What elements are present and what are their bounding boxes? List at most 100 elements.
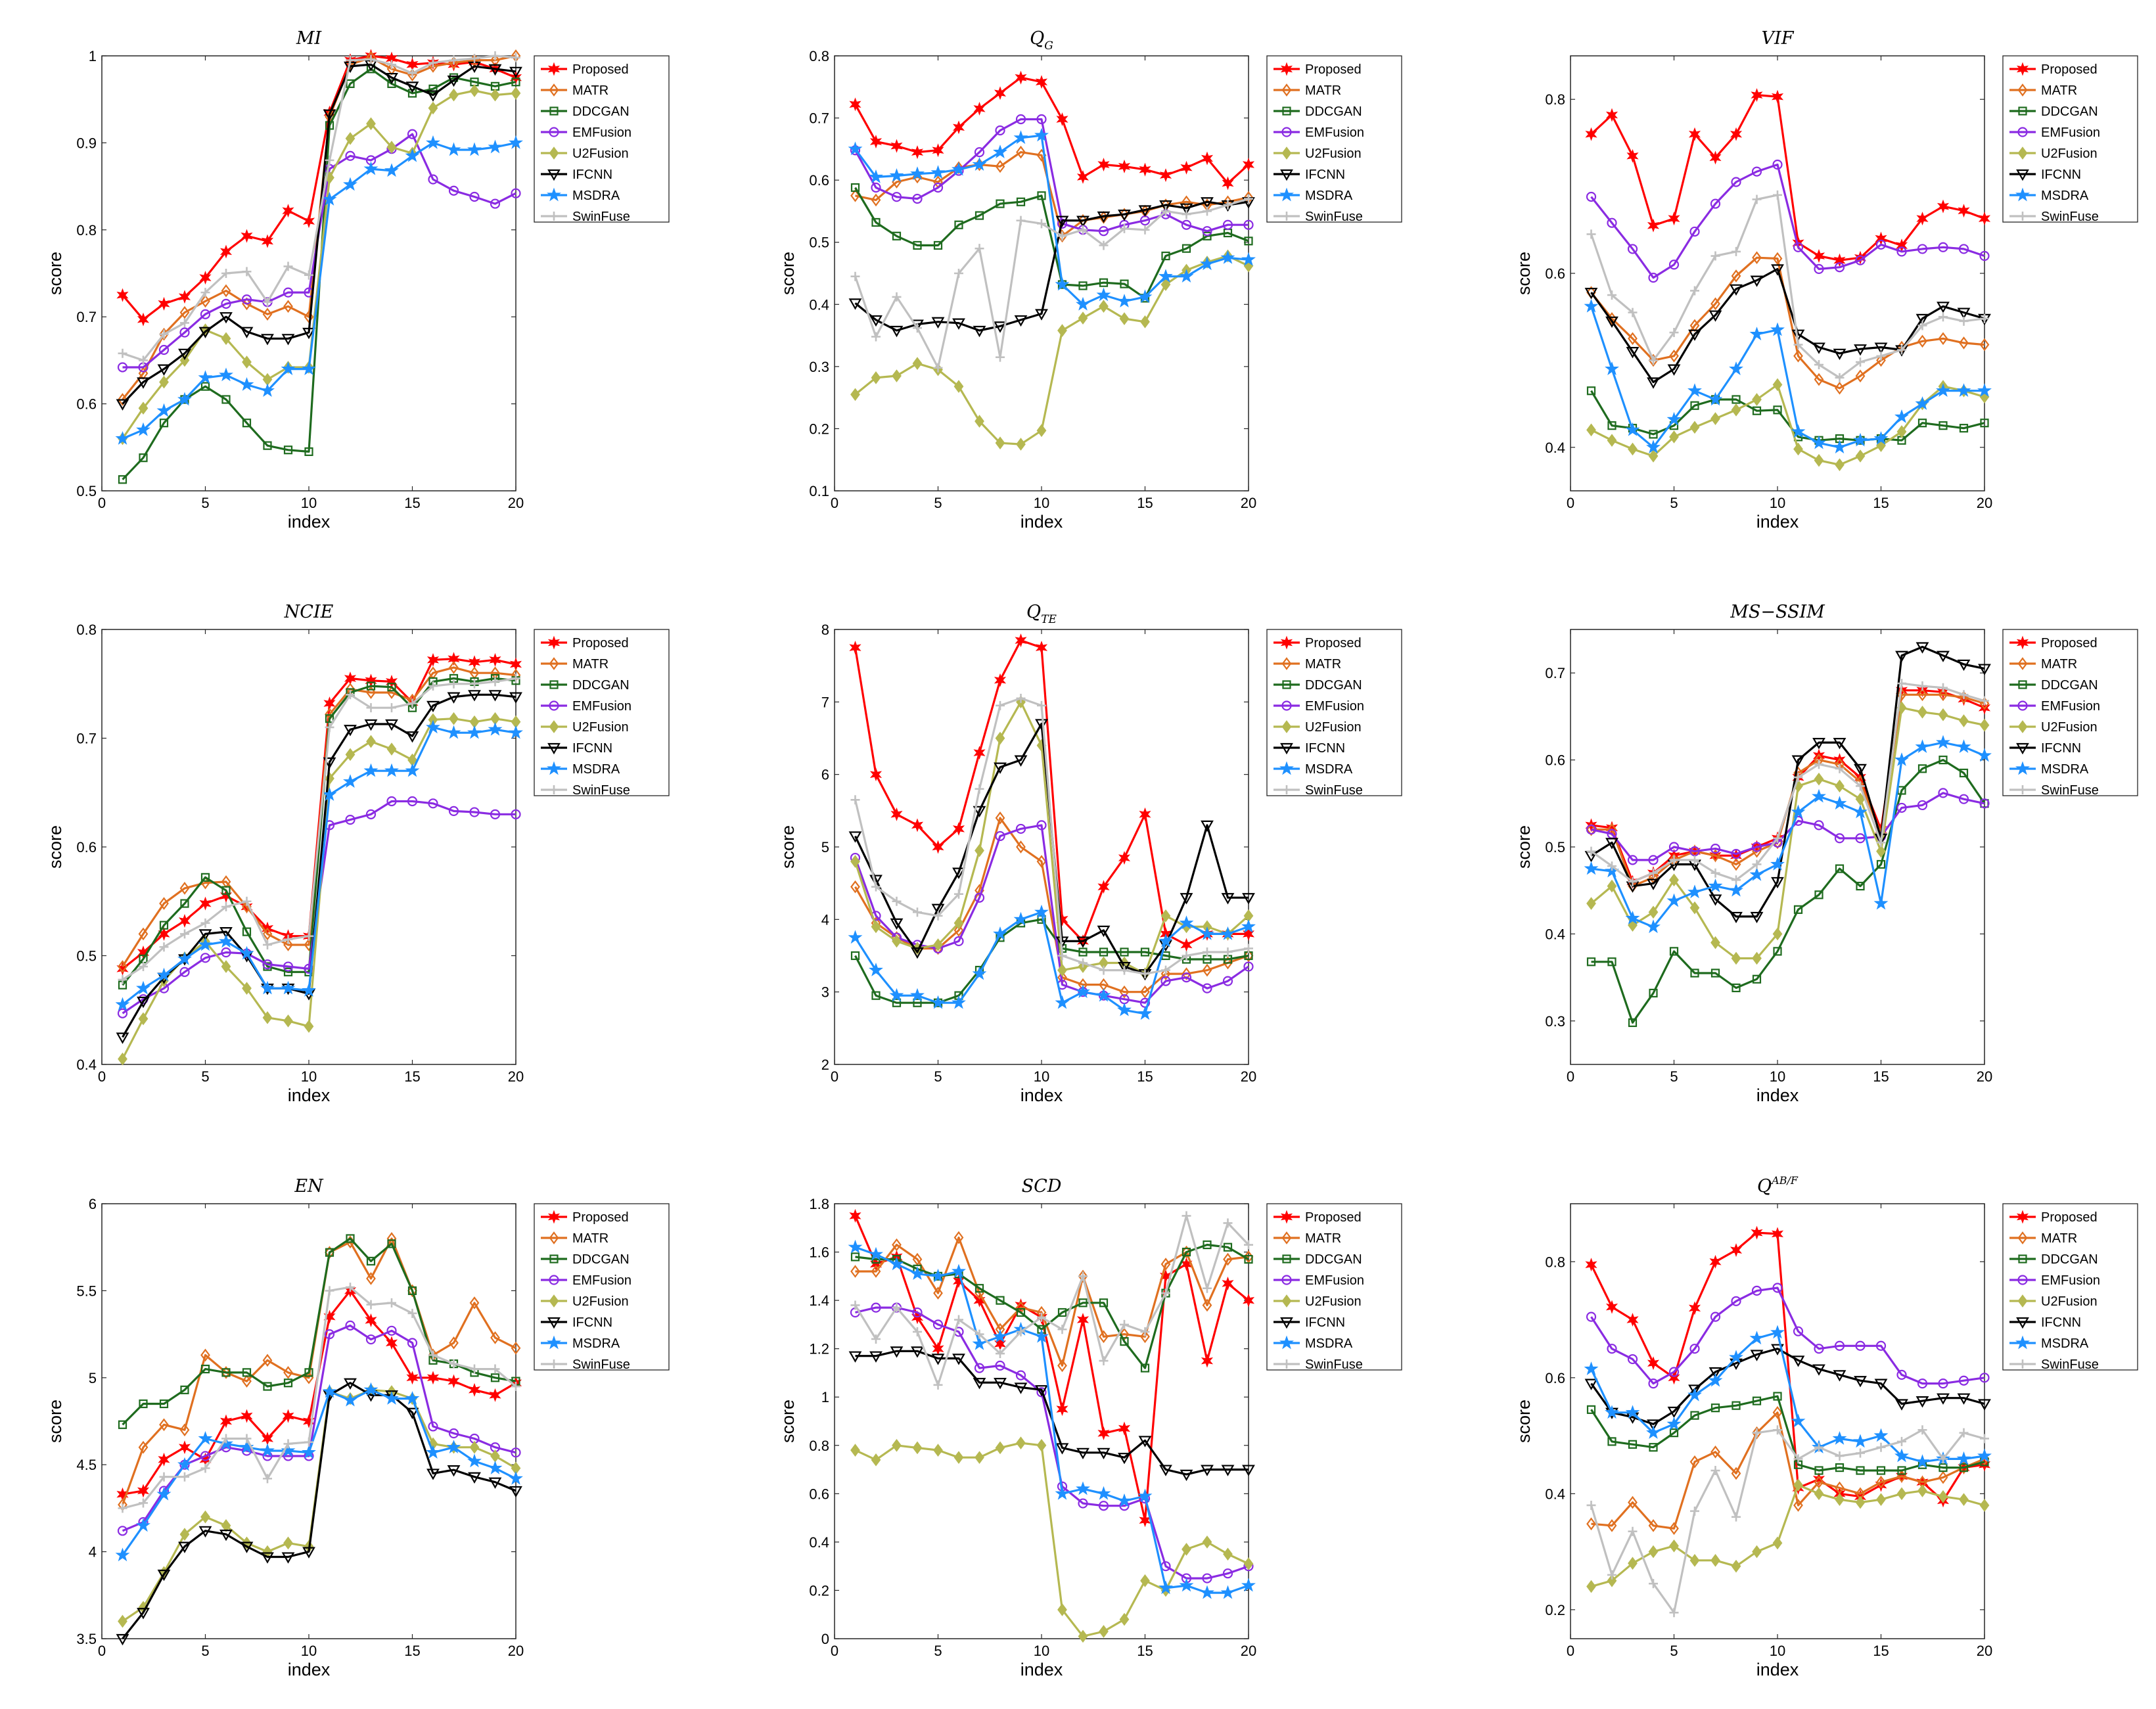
data-point: [366, 703, 376, 713]
data-point: [1749, 1331, 1764, 1345]
data-point: [996, 1296, 1005, 1305]
data-point: [1649, 988, 1658, 998]
data-point: [283, 1366, 293, 1379]
data-point: [1937, 650, 1950, 662]
data-point: [871, 882, 881, 892]
series-msdra: [848, 904, 1256, 1020]
series-u2fusion: [850, 1436, 1254, 1643]
data-point: [1036, 424, 1047, 438]
data-point: [1078, 947, 1088, 957]
chart-title: NCIE: [284, 602, 334, 622]
data-point: [1687, 1387, 1702, 1401]
data-point: [488, 1460, 503, 1474]
x-axis-label: index: [288, 512, 331, 532]
data-point: [118, 1614, 127, 1628]
data-point: [1625, 422, 1640, 436]
data-point: [138, 401, 149, 415]
data-point: [387, 60, 396, 70]
data-point: [1814, 360, 1823, 370]
data-point: [850, 795, 860, 805]
y-tick-label: 5: [821, 839, 829, 855]
data-point: [1014, 1382, 1028, 1394]
data-point: [1607, 957, 1617, 967]
x-tick-label: 15: [1137, 495, 1153, 511]
legend-label: MATR: [572, 83, 608, 98]
x-axis-label: index: [1021, 512, 1063, 532]
data-point: [1708, 878, 1723, 892]
data-point: [1222, 976, 1233, 986]
data-point: [179, 306, 190, 319]
data-point: [447, 652, 460, 666]
data-point: [138, 927, 149, 941]
data-point: [1957, 659, 1971, 672]
legend-entry-emfusion: EMFusion: [1273, 125, 1364, 140]
x-tick-label: 20: [508, 1643, 524, 1659]
data-point: [892, 1238, 902, 1252]
data-point: [850, 1252, 860, 1262]
data-point: [1896, 425, 1907, 438]
data-point: [1628, 1526, 1638, 1536]
data-point: [159, 419, 169, 428]
data-point: [912, 193, 923, 204]
data-point: [262, 1011, 273, 1024]
data-point: [953, 1451, 964, 1465]
data-point: [346, 55, 355, 65]
data-point: [1015, 823, 1026, 834]
data-point: [200, 294, 210, 308]
legend-entry-matr: MATR: [541, 83, 608, 98]
data-point: [260, 980, 275, 995]
data-point: [954, 1315, 963, 1325]
data-point: [1669, 873, 1679, 887]
data-point: [1752, 1428, 1762, 1438]
data-point: [892, 1438, 902, 1452]
legend-entry-msdra: MSDRA: [541, 761, 620, 777]
data-point: [1055, 1443, 1069, 1455]
chart-title: SCD: [1022, 1176, 1062, 1196]
data-point: [117, 1008, 128, 1018]
data-point: [346, 79, 355, 88]
data-point: [1202, 963, 1212, 977]
legend-entry-swinfuse: SwinFuse: [1273, 783, 1363, 798]
legend-entry-msdra: MSDRA: [2009, 187, 2089, 203]
data-point: [1812, 738, 1825, 750]
data-point: [1628, 1557, 1638, 1570]
data-point: [1160, 976, 1171, 986]
data-point: [1181, 951, 1191, 961]
data-point: [1014, 755, 1028, 767]
data-point: [1586, 1580, 1596, 1593]
legend-entry-msdra: MSDRA: [2009, 1335, 2089, 1351]
data-point: [975, 844, 984, 857]
chart-q-te: QTE 0 5 10 15 20 2 3 4 5 6 7 8 index score Proposed MATR…: [778, 602, 1402, 1105]
x-tick-label: 0: [831, 495, 838, 511]
data-point: [1076, 1313, 1089, 1327]
data-point: [1916, 212, 1929, 226]
data-point: [1223, 1218, 1233, 1228]
data-point: [1791, 329, 1805, 341]
data-point: [1099, 1625, 1109, 1638]
legend-label: MSDRA: [572, 1336, 620, 1351]
data-point: [1668, 212, 1680, 226]
x-tick-label: 15: [1873, 495, 1889, 511]
data-point: [118, 348, 127, 358]
data-point: [240, 327, 254, 338]
y-tick-label: 1.2: [809, 1341, 829, 1357]
data-point: [200, 288, 210, 298]
data-point: [1057, 963, 1067, 977]
data-point: [1222, 1276, 1234, 1290]
x-axis-label: index: [1756, 512, 1799, 532]
legend-marker: [1281, 1231, 1292, 1244]
data-point: [1710, 297, 1720, 311]
legend-marker: [2015, 1335, 2030, 1350]
data-point: [912, 1307, 923, 1318]
data-point: [1710, 412, 1720, 425]
data-point: [1814, 772, 1824, 786]
data-point: [1647, 377, 1660, 389]
data-point: [1710, 1445, 1720, 1459]
series-proposed: [849, 70, 1255, 191]
data-point: [448, 1428, 459, 1439]
data-point: [447, 692, 461, 704]
x-tick-label: 15: [404, 495, 420, 511]
legend-label: U2Fusion: [2041, 720, 2098, 735]
data-point: [1690, 401, 1699, 410]
data-point: [509, 66, 522, 79]
